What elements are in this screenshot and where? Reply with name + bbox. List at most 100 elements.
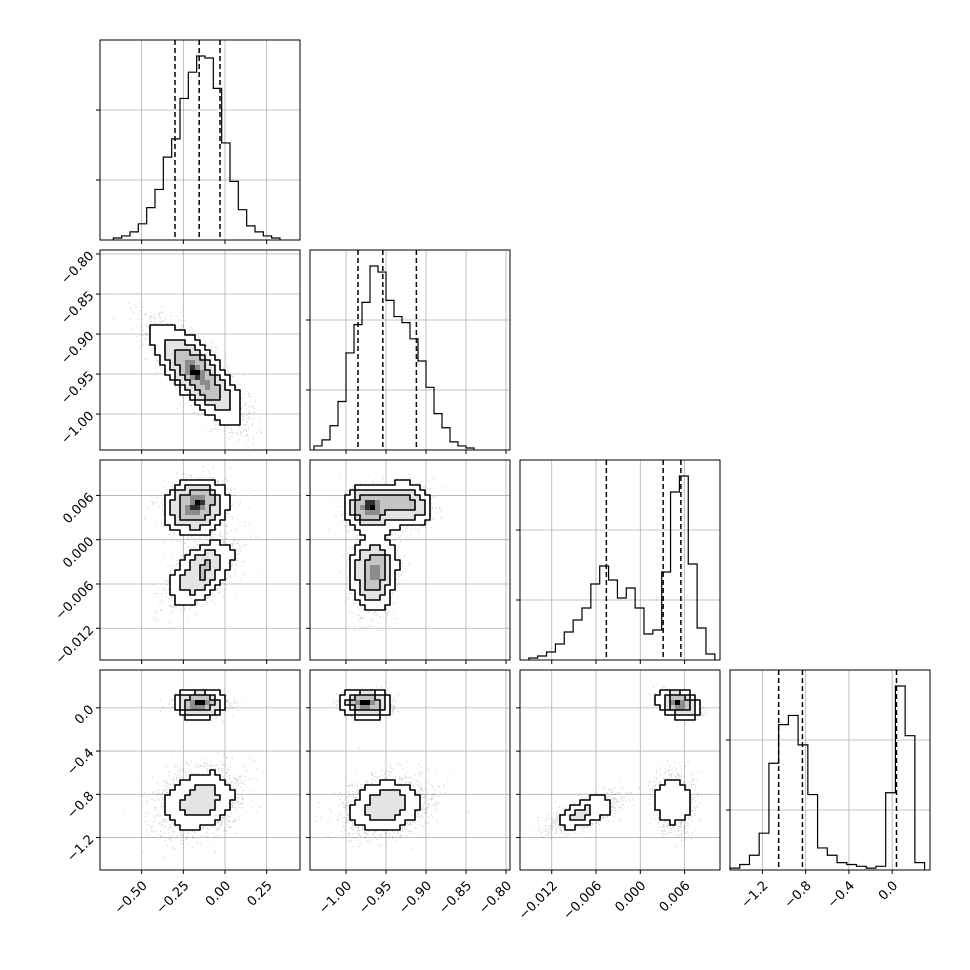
scatter-panel-1-0-cell (215, 365, 221, 371)
scatter-panel-2-0-cell (210, 560, 216, 566)
scatter-panel-2-0-cell (205, 510, 211, 516)
scatter-panel-2-1-cell (370, 585, 376, 591)
scatter-panel-2-0-density (165, 480, 236, 606)
scatter-panel-3-2-cell (665, 705, 671, 711)
scatter-panel-3-1-cell (370, 705, 376, 711)
scatter-panel-3-1-cell (360, 715, 366, 721)
scatter-panel-2-0-cell (200, 505, 206, 511)
scatter-panel-2-1-cell (390, 560, 396, 566)
scatter-panel-3-2-cell (565, 815, 571, 821)
scatter-panel-3-0-cell (180, 695, 186, 701)
scatter-panel-2-1-cell (370, 530, 376, 536)
scatter-panel-2-1-cell (380, 600, 386, 606)
scatter-panel-2-1-cell (350, 500, 356, 506)
scatter-panel-2-1-cell (380, 485, 386, 491)
scatter-panel-3-0-cell (165, 800, 171, 806)
scatter-panel-1-0-cell (220, 375, 226, 381)
scatter-panel-2-0-cell (170, 505, 176, 511)
scatter-panel-2-0-cell (200, 490, 206, 496)
scatter-panel-3-0-cell (200, 820, 206, 826)
scatter-panel-2-0-cell (185, 580, 191, 586)
scatter-panel-3-0-cell (190, 815, 196, 821)
scatter-panel-2-1-cell (410, 515, 416, 521)
scatter-panel-1-0-cell (195, 340, 201, 346)
scatter-panel-3-2-cell (675, 710, 681, 716)
scatter-panel-3-1-cell (360, 710, 366, 716)
scatter-panel-3-2-cell (565, 810, 571, 816)
scatter-panel-2-0-cell (220, 570, 226, 576)
scatter-panel-2-0-cell (175, 580, 181, 586)
scatter-panel-2-0-cell (230, 555, 236, 561)
scatter-panel-3-2-cell (670, 795, 676, 801)
scatter-panel-3-1-cell (405, 800, 411, 806)
scatter-panel-3-1-cell (350, 695, 356, 701)
scatter-panel-2-1-cell (355, 590, 361, 596)
scatter-panel-2-0-cell (200, 575, 206, 581)
scatter-panel-2-1-cell (425, 500, 431, 506)
y-tick-label-3-2: −0.4 (64, 746, 97, 779)
scatter-panel-3-1-cell (375, 790, 381, 796)
scatter-panel-3-1-cell (375, 800, 381, 806)
scatter-panel-2-0-cell (200, 595, 206, 601)
scatter-panel-1-0-cell (190, 365, 196, 371)
scatter-panel-2-1-cell (395, 500, 401, 506)
scatter-panel-3-1-cell (400, 810, 406, 816)
scatter-panel-2-1-frame (309, 459, 511, 661)
scatter-panel-2-1-cell (385, 560, 391, 566)
scatter-panel-1-0-cell (205, 395, 211, 401)
scatter-panel-2-0-cell (190, 525, 196, 531)
scatter-panel-2-0-cell (200, 500, 206, 506)
scatter-panel-3-2-cell (585, 805, 591, 811)
scatter-panel-1-0-cell (170, 345, 176, 351)
scatter-panel-2-0-cell (220, 495, 226, 501)
scatter-panel-2-1-cell (370, 575, 376, 581)
scatter-panel-3-1-cell (360, 695, 366, 701)
scatter-panel-1-0-cell (195, 375, 201, 381)
y-tick-label-2-2: 0.000 (60, 534, 97, 571)
scatter-panel-2-1-cell (415, 490, 421, 496)
scatter-panel-1-0-clipped (113, 292, 262, 450)
scatter-panel-3-0-cell (185, 690, 191, 696)
y-tick-label-1-3: −0.85 (59, 289, 98, 328)
scatter-panel-1-0-cell (175, 335, 181, 341)
scatter-panel-3-0-cell (185, 800, 191, 806)
scatter-panel-2-0-cell (200, 550, 206, 556)
scatter-panel-2-0-cell (195, 580, 201, 586)
scatter-panel-3-2-cell (655, 805, 661, 811)
scatter-panel-2-0-cell (205, 495, 211, 501)
scatter-panel-2-1-cell (385, 555, 391, 561)
scatter-panel-1-0-cell (225, 415, 231, 421)
scatter-panel-3-2-cell (680, 805, 686, 811)
scatter-panel-1-0-cell (185, 335, 191, 341)
scatter-panel-2-1-cell (420, 495, 426, 501)
scatter-panel-3-1-cell (355, 705, 361, 711)
scatter-panel-2-1-cell (375, 520, 381, 526)
y-tick-label-2-1: −0.006 (53, 579, 98, 624)
scatter-panel-3-1-cell (410, 795, 416, 801)
scatter-panel-3-0-cell (210, 710, 216, 716)
scatter-panel-2-1-cell (395, 525, 401, 531)
scatter-panel-2-1-cell (390, 485, 396, 491)
scatter-panel-3-2-cell (660, 800, 666, 806)
scatter-panel-2-1-cell (370, 525, 376, 531)
scatter-panel-2-0-cell (225, 560, 231, 566)
scatter-panel-3-0-cell (170, 795, 176, 801)
scatter-panel-2-0-cell (225, 555, 231, 561)
scatter-panel-2-0-cell (230, 550, 236, 556)
scatter-panel-2-1-cell (375, 525, 381, 531)
scatter-panel-1-0-cell (210, 370, 216, 376)
scatter-panel-2-1-cell (420, 505, 426, 511)
scatter-panel-2-0-cell (190, 595, 196, 601)
x-tick-label-1-4: −0.80 (476, 878, 515, 917)
scatter-panel-2-1-cell (405, 480, 411, 486)
scatter-panel-2-1-cell (355, 505, 361, 511)
scatter-panel-1-0-cell (220, 420, 226, 426)
scatter-panel-2-1-cell (375, 570, 381, 576)
scatter-panel-2-0-cell (215, 520, 221, 526)
scatter-panel-2-1-cell (355, 595, 361, 601)
scatter-panel-1-0-cell (210, 400, 216, 406)
scatter-panel-2-1-cell (365, 485, 371, 491)
scatter-panel-2-1-cell (415, 515, 421, 521)
scatter-panel-1-0-cell (205, 375, 211, 381)
scatter-panel-2-0-cell (205, 500, 211, 506)
